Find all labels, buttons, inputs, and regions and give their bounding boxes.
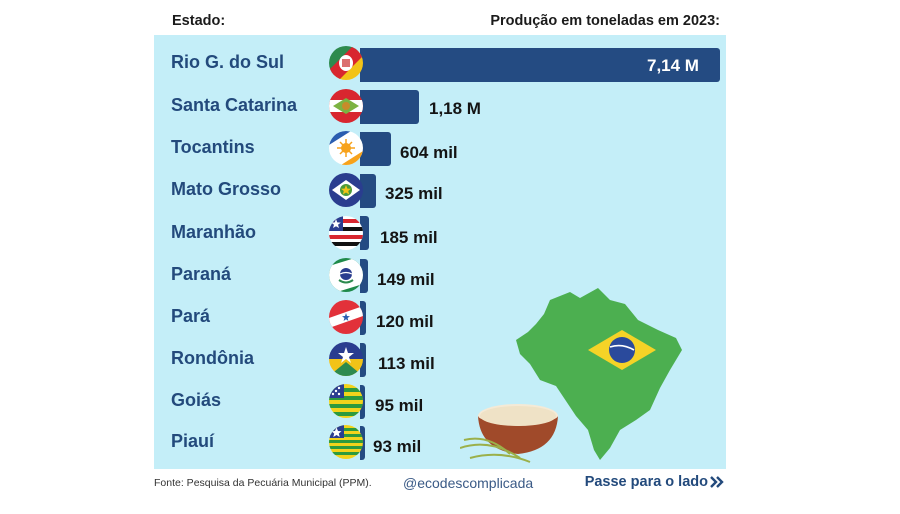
swipe-next-prompt[interactable]: Passe para o lado bbox=[585, 474, 724, 490]
santa-catarina-flag-icon bbox=[329, 89, 363, 123]
parana-flag-icon bbox=[329, 258, 363, 292]
value-label: 95 mil bbox=[375, 396, 424, 415]
bar bbox=[360, 132, 391, 166]
state-label: Goiás bbox=[171, 390, 222, 410]
rice-bowl-icon bbox=[460, 404, 558, 463]
bar bbox=[360, 48, 720, 82]
double-chevron-right-icon bbox=[710, 476, 724, 488]
chart-row: Goiás 95 mil bbox=[154, 382, 726, 420]
illustration bbox=[460, 280, 700, 470]
bar bbox=[360, 259, 368, 293]
state-label: Santa Catarina bbox=[171, 95, 298, 115]
value-label: 1,18 M bbox=[429, 99, 481, 118]
bar bbox=[360, 343, 366, 377]
para-flag-icon bbox=[329, 300, 363, 334]
goias-flag-icon bbox=[329, 384, 363, 418]
state-label: Rio G. do Sul bbox=[171, 52, 284, 72]
chart-row: Rondônia 113 mil bbox=[154, 340, 726, 378]
bar bbox=[360, 301, 366, 335]
tocantins-flag-icon bbox=[329, 131, 363, 165]
chart-row: Piauí 93 mil bbox=[154, 423, 726, 461]
maranhao-flag-icon bbox=[329, 216, 363, 250]
value-label: 185 mil bbox=[380, 228, 438, 247]
state-label: Piauí bbox=[171, 431, 215, 451]
chart-header: Estado: Produção em toneladas em 2023: bbox=[154, 9, 726, 33]
bar bbox=[360, 216, 369, 250]
chart-row: Santa Catarina 1,18 M bbox=[154, 87, 726, 125]
mato-grosso-flag-icon bbox=[329, 173, 363, 207]
chart-row: Pará 120 mil bbox=[154, 298, 726, 336]
social-handle: @ecodescomplicada bbox=[403, 475, 534, 491]
production-column-header: Produção em toneladas em 2023: bbox=[490, 13, 720, 29]
bar bbox=[360, 90, 419, 124]
brazil-map-with-flag-icon bbox=[516, 288, 682, 460]
value-label: 7,14 M bbox=[647, 56, 699, 75]
state-column-header: Estado: bbox=[172, 13, 226, 29]
value-label: 120 mil bbox=[376, 312, 434, 331]
state-label: Pará bbox=[171, 306, 211, 326]
value-label: 604 mil bbox=[400, 143, 458, 162]
chart-panel: Rio G. do Sul 7,14 M Santa Catarina 1,18… bbox=[154, 35, 726, 469]
rio-grande-do-sul-flag-icon bbox=[329, 46, 363, 80]
state-label: Mato Grosso bbox=[171, 179, 282, 199]
state-label: Tocantins bbox=[171, 137, 255, 157]
chart-row: Paraná 149 mil bbox=[154, 256, 726, 294]
chart-footer: Fonte: Pesquisa da Pecuária Municipal (P… bbox=[154, 469, 726, 499]
cta-label: Passe para o lado bbox=[584, 474, 708, 490]
bar bbox=[360, 174, 376, 208]
value-label: 325 mil bbox=[385, 184, 443, 203]
state-label: Paraná bbox=[171, 264, 232, 284]
rondonia-flag-icon bbox=[329, 342, 363, 376]
value-label: 113 mil bbox=[378, 354, 435, 373]
chart-row: Maranhão 185 mil bbox=[154, 214, 726, 252]
value-label: 149 mil bbox=[377, 270, 435, 289]
chart-row: Mato Grosso 325 mil bbox=[154, 171, 726, 209]
piaui-flag-icon bbox=[329, 425, 363, 459]
value-label: 93 mil bbox=[373, 437, 422, 456]
source-note: Fonte: Pesquisa da Pecuária Municipal (P… bbox=[154, 477, 372, 489]
state-label: Maranhão bbox=[171, 222, 257, 242]
chart-row: Rio G. do Sul 7,14 M bbox=[154, 44, 726, 82]
chart-row: Tocantins 604 mil bbox=[154, 129, 726, 167]
state-label: Rondônia bbox=[171, 348, 254, 368]
